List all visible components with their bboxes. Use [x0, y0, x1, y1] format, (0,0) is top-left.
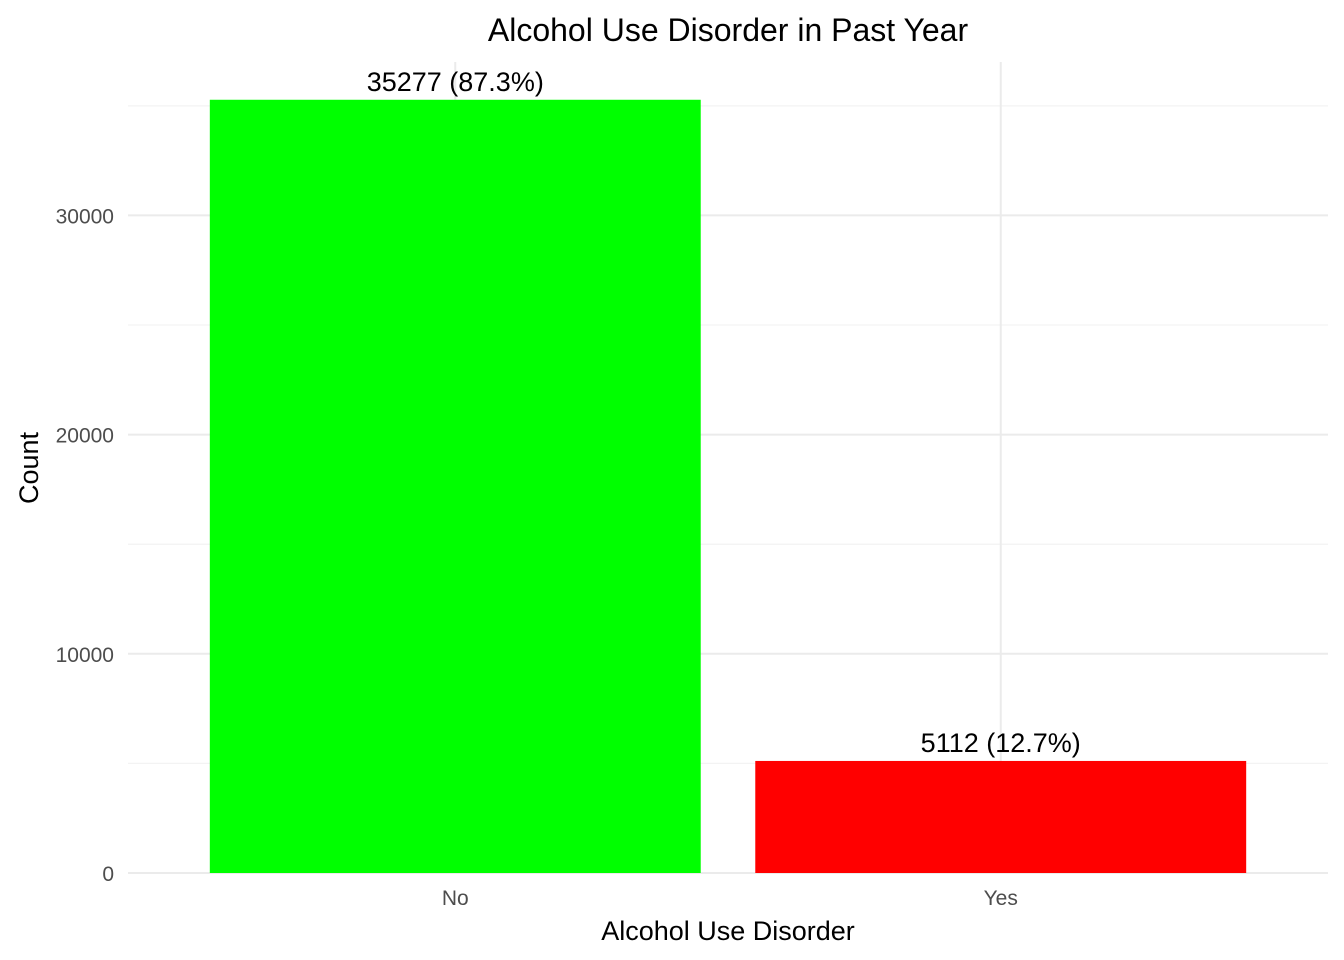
x-tick-label: Yes [984, 887, 1018, 910]
bar-yes [755, 760, 1247, 873]
data-label-no: 35277 (87.3%) [367, 67, 544, 97]
x-tick-label: No [442, 887, 469, 910]
y-axis-title: Count [14, 431, 44, 504]
x-axis-title: Alcohol Use Disorder [601, 916, 855, 946]
y-axis-ticks: 0 10000 20000 30000 [56, 205, 114, 886]
y-tick-label: 20000 [56, 425, 114, 448]
y-tick-label: 0 [102, 863, 114, 886]
x-axis-ticks: No Yes [442, 887, 1018, 910]
data-labels: 35277 (87.3%) 5112 (12.7%) [367, 67, 1081, 758]
y-tick-label: 30000 [56, 205, 114, 228]
y-tick-label: 10000 [56, 644, 114, 667]
bars [209, 99, 1247, 873]
data-label-yes: 5112 (12.7%) [921, 728, 1081, 758]
chart-title: Alcohol Use Disorder in Past Year [488, 12, 969, 48]
bar-no [209, 99, 701, 873]
